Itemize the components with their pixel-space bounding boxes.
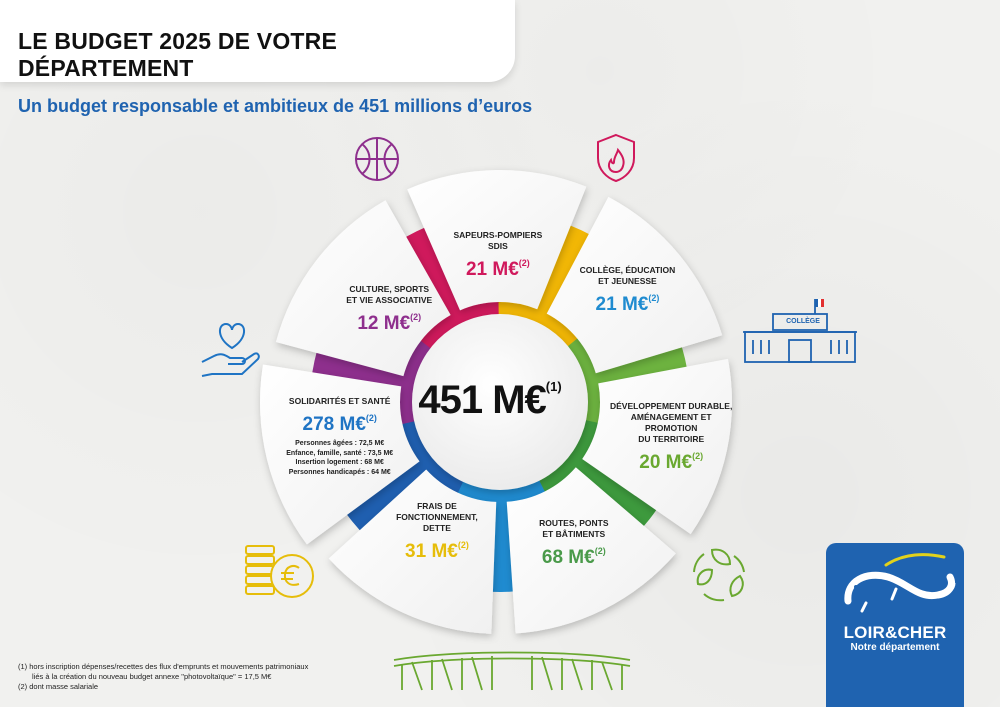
salamander-icon <box>844 553 956 613</box>
budget-card <box>407 170 587 311</box>
budget-category-label: FRAIS DE FONCTIONNEMENT, DETTE <box>372 501 502 534</box>
school-sign: COLLÈGE <box>786 318 820 325</box>
budget-detail-line: Personnes âgées : 72,5 M€ <box>295 440 385 448</box>
page-subtitle: Un budget responsable et ambitieux de 45… <box>18 96 533 116</box>
budget-card-text: SOLIDARITÉS ET SANTÉ 278 M€(2) Personnes â… <box>275 396 405 477</box>
budget-value: 31 M€(2) <box>405 540 469 563</box>
budget-category-label-line: SDIS <box>487 241 508 252</box>
budget-category-label-line: SAPEURS-POMPIERS <box>453 230 543 241</box>
budget-category-label-line: FRAIS DE <box>417 501 457 512</box>
budget-category-label-line: CULTURE, SPORTS <box>349 284 430 295</box>
logo-tagline: Notre département <box>850 642 940 653</box>
fire-shield-icon <box>594 132 638 184</box>
budget-card-text: SAPEURS-POMPIERS SDIS 21 M€(2) <box>433 230 563 281</box>
budget-category-label: DÉVELOPPEMENT DURABLE, AMÉNAGEMENT ET PRO… <box>606 401 736 445</box>
budget-value: 21 M€(2) <box>465 258 530 281</box>
budget-details: Personnes âgées : 72,5 M€ Enfance, famill… <box>275 439 405 477</box>
school-building-icon <box>741 296 859 366</box>
budget-card <box>582 358 733 535</box>
title-band: LE BUDGET 2025 DE VOTRE DÉPARTEMENT <box>0 0 515 82</box>
budget-category-label: SOLIDARITÉS ET SANTÉ <box>275 396 405 407</box>
basketball-icon <box>352 134 402 184</box>
budget-card-text: ROUTES, PONTS ET BÂTIMENTS 68 M€(2) <box>509 518 639 569</box>
budget-category-label-line: SOLIDARITÉS ET SANTÉ <box>288 396 391 407</box>
budget-card <box>275 200 451 377</box>
heart-hand-icon <box>198 318 262 380</box>
budget-value: 278 M€(2) <box>302 413 377 436</box>
bridge-icon <box>392 642 632 692</box>
budget-category-label-line: ET VIE ASSOCIATIVE <box>346 295 433 306</box>
footnote-2: (2) dont masse salariale <box>18 682 99 691</box>
budget-category-label-line: ET BÂTIMENTS <box>542 528 606 539</box>
budget-category-label-line: AMÉNAGEMENT ET PROMOTION <box>630 412 712 434</box>
budget-card-text: FRAIS DE FONCTIONNEMENT, DETTE 31 M€(2) <box>372 501 502 563</box>
center-disc <box>412 314 588 490</box>
budget-card <box>546 196 723 374</box>
budget-value: 12 M€(2) <box>357 312 422 335</box>
budget-detail-line: Personnes handicapés : 64 M€ <box>288 468 391 476</box>
budget-category-label-line: COLLÈGE, ÉDUCATION <box>579 265 676 276</box>
euro-coins-icon <box>244 542 318 600</box>
budget-category-label-line: ROUTES, PONTS <box>539 517 609 528</box>
department-logo: LOIR&CHER Notre département <box>826 543 964 707</box>
page-title: LE BUDGET 2025 DE VOTRE DÉPARTEMENT <box>18 28 338 81</box>
budget-category-label-line: DU TERRITOIRE <box>638 434 705 445</box>
budget-category-label: COLLÈGE, ÉDUCATION ET JEUNESSE <box>562 265 692 287</box>
recycle-leaves-icon <box>690 544 750 604</box>
logo-name: LOIR&CHER <box>843 623 947 642</box>
budget-category-label-line: ET JEUNESSE <box>598 276 657 287</box>
budget-value: 21 M€(2) <box>595 293 660 316</box>
budget-card-text: CULTURE, SPORTS ET VIE ASSOCIATIVE 12 M€(2… <box>324 284 454 335</box>
footnotes: (1) hors inscription dépenses/recettes d… <box>18 662 308 692</box>
budget-category-label: ROUTES, PONTS ET BÂTIMENTS <box>509 518 639 540</box>
budget-card-text: DÉVELOPPEMENT DURABLE, AMÉNAGEMENT ET PRO… <box>606 401 736 474</box>
budget-category-label: CULTURE, SPORTS ET VIE ASSOCIATIVE <box>324 284 454 306</box>
budget-value: 20 M€(2) <box>639 451 704 474</box>
budget-card-text: COLLÈGE, ÉDUCATION ET JEUNESSE 21 M€(2) <box>562 265 692 316</box>
budget-detail-line: Insertion logement : 68 M€ <box>295 459 384 467</box>
budget-category-label: SAPEURS-POMPIERS SDIS <box>433 230 563 252</box>
budget-category-label-line: FONCTIONNEMENT, <box>396 512 478 523</box>
budget-category-label-line: DETTE <box>423 523 451 534</box>
budget-card <box>506 467 676 634</box>
footnote-1-continued: liés à la création du nouveau budget ann… <box>32 672 272 681</box>
budget-detail-line: Enfance, famille, santé : 73,5 M€ <box>286 449 394 457</box>
budget-category-label-line: DÉVELOPPEMENT DURABLE, <box>610 401 733 412</box>
footnote-1: (1) hors inscription dépenses/recettes d… <box>18 662 309 671</box>
budget-card <box>260 364 420 545</box>
budget-value: 68 M€(2) <box>541 545 606 568</box>
budget-card <box>328 469 497 634</box>
total-label: 451 M€(1) <box>418 378 562 422</box>
